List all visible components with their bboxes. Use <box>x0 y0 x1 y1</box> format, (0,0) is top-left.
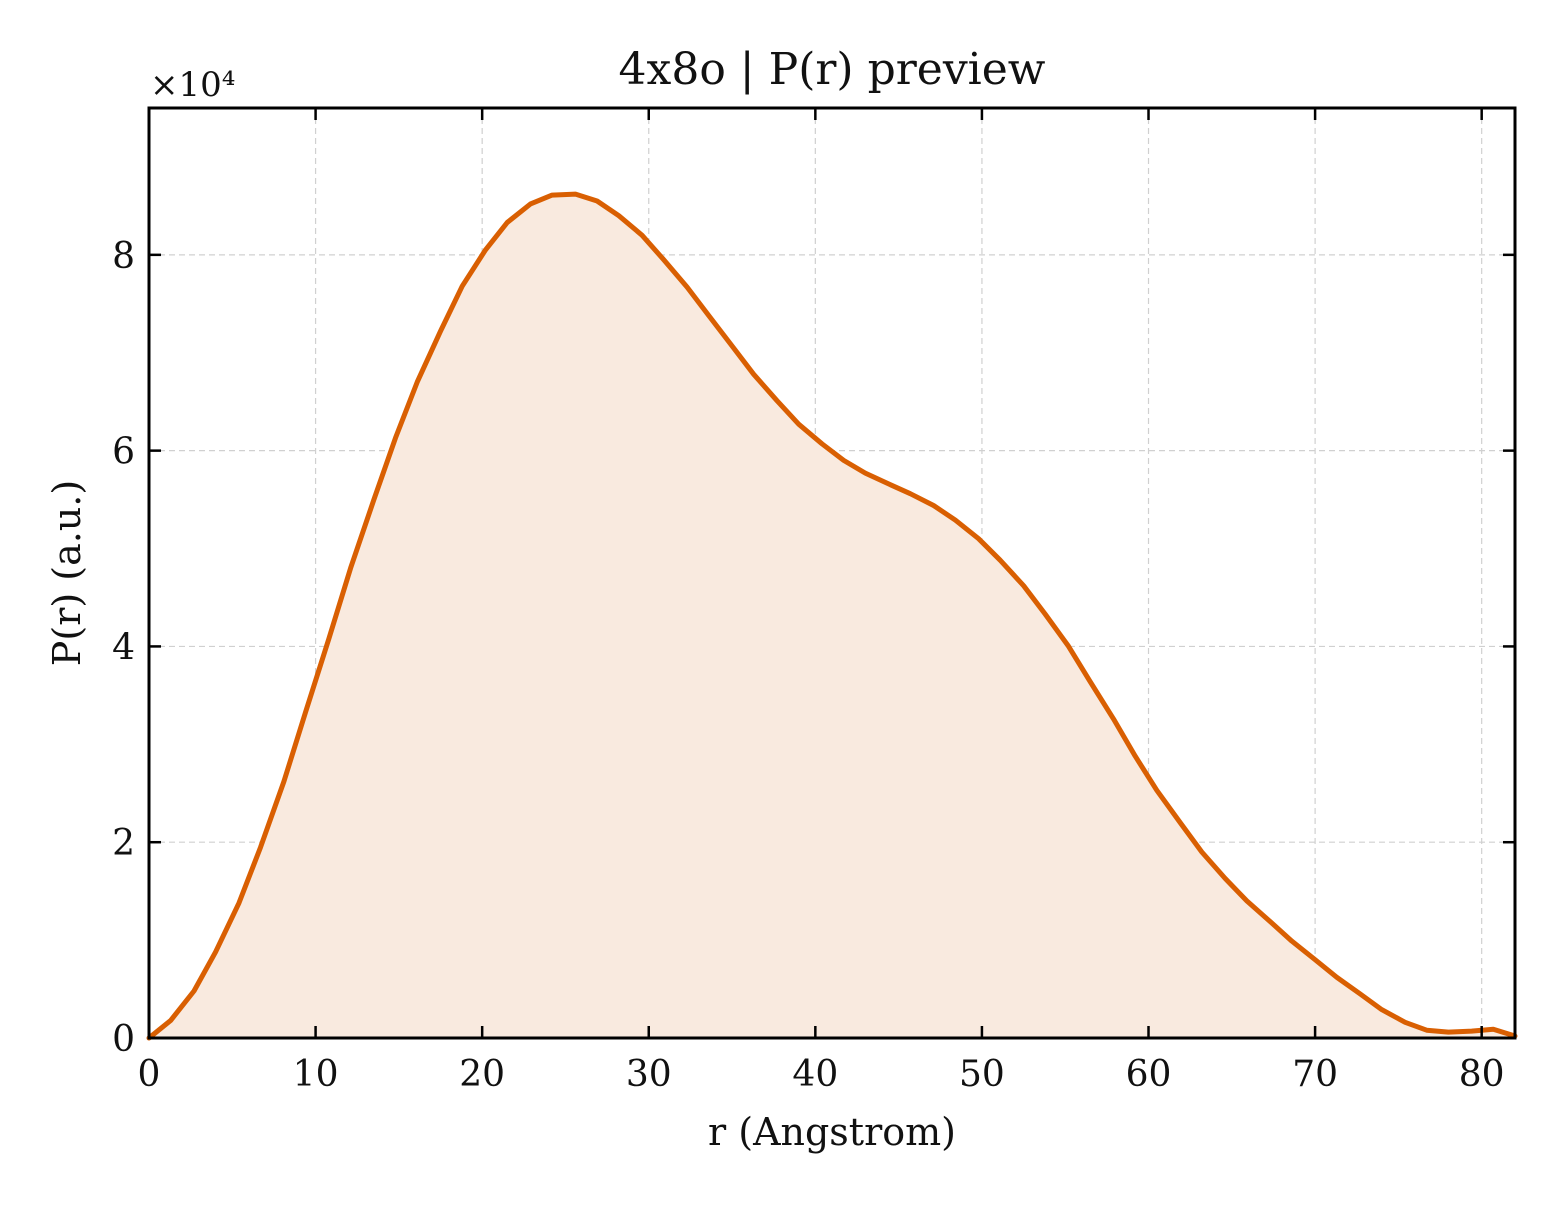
x-tick-label: 80 <box>1459 1054 1505 1095</box>
x-tick-label: 70 <box>1292 1054 1338 1095</box>
series-line <box>146 191 1518 1041</box>
x-tick-label: 60 <box>1126 1054 1172 1095</box>
series-fill <box>149 194 1515 1039</box>
plot-frame <box>147 106 1517 1040</box>
x-tick-label: 40 <box>792 1054 838 1095</box>
x-tick-label: 10 <box>293 1054 339 1095</box>
y-axis-multiplier: ×10⁴ <box>150 65 235 105</box>
x-axis-label: r (Angstrom) <box>708 1110 956 1154</box>
y-tick-label: 8 <box>112 236 135 277</box>
y-axis-label: P(r) (a.u.) <box>45 480 89 666</box>
y-tick-label: 0 <box>112 1019 135 1060</box>
x-tick-label: 50 <box>959 1054 1005 1095</box>
x-tick-label: 30 <box>626 1054 672 1095</box>
x-tick-label: 20 <box>459 1054 505 1095</box>
series-area <box>146 191 1518 1041</box>
chart-title: 4x8o | P(r) preview <box>619 44 1046 95</box>
x-tick-label: 0 <box>138 1054 161 1095</box>
axis-ticks: 0 10 20 30 40 50 60 70 80 0 2 4 6 8 <box>112 108 1515 1095</box>
y-tick-label: 4 <box>112 627 135 668</box>
y-tick-label: 2 <box>112 823 135 864</box>
y-tick-label: 6 <box>112 432 135 473</box>
